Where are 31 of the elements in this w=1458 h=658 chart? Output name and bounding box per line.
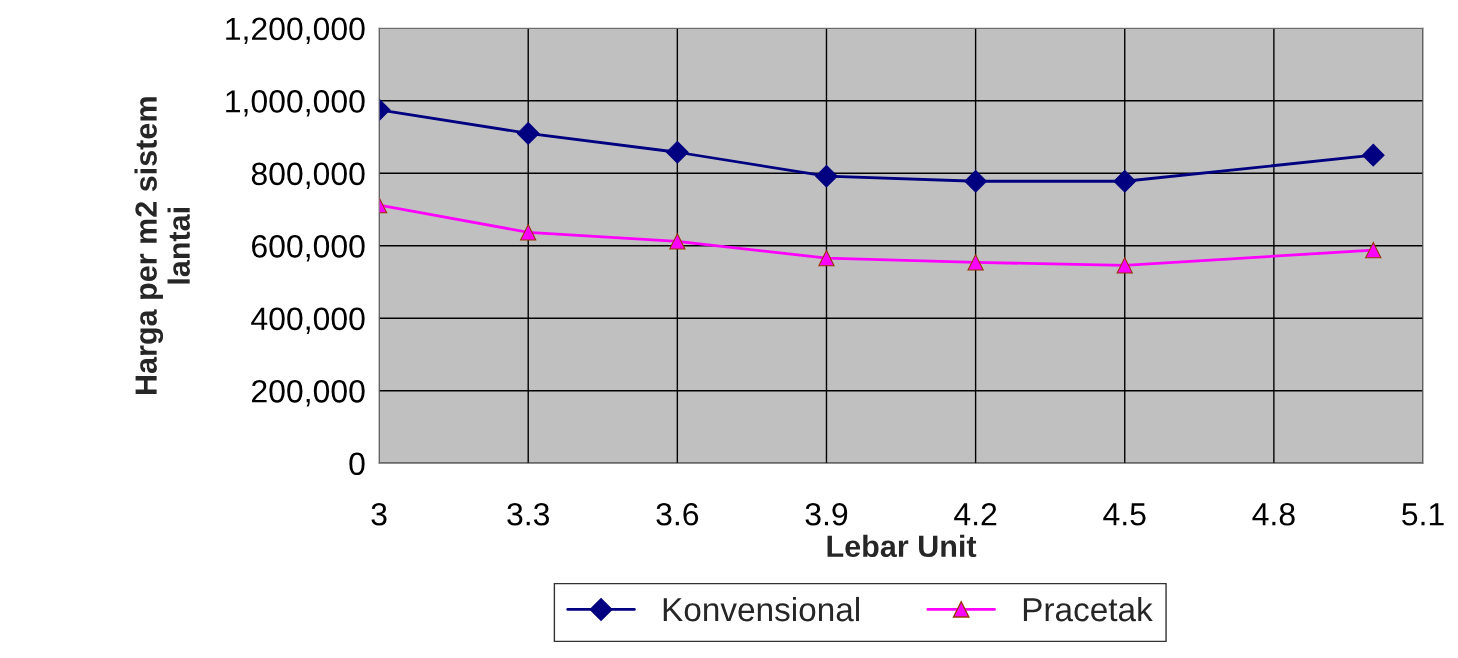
point: [967, 254, 984, 271]
x-tick-label: 4.5: [1103, 503, 1146, 526]
y-tick-label: 1,000,000: [226, 90, 365, 117]
legend-label: Konvensional: [663, 596, 859, 622]
y-tick-label: 1,200,000: [226, 17, 365, 44]
y-tick-label: 200,000: [252, 380, 365, 407]
point: [964, 169, 987, 193]
legend-label: Pracetak: [1023, 596, 1153, 622]
point: [1116, 257, 1133, 274]
y-tick-label: 600,000: [252, 235, 365, 262]
y-axis-title: Harga per m2 sistem lantai: [134, 97, 190, 395]
y-tick-label: 400,000: [251, 307, 365, 334]
point: [815, 164, 838, 188]
point: [516, 122, 540, 145]
point: [1365, 241, 1382, 259]
x-tick-label: 3.9: [805, 502, 848, 526]
y-tick-label: 800,000: [251, 162, 365, 189]
x-axis-title: Lebar Unit: [827, 534, 977, 558]
point: [669, 233, 686, 250]
y-tick-label: 0: [349, 452, 365, 476]
x-tick-label: 3: [371, 502, 387, 526]
point: [520, 224, 537, 241]
x-tick-label: 5.1: [1402, 503, 1444, 526]
point: [1113, 169, 1137, 193]
x-tick-label: 4.2: [954, 502, 997, 526]
point: [666, 140, 689, 164]
x-tick-label: 3.6: [656, 502, 699, 526]
point: [1361, 143, 1385, 167]
x-tick-label: 4.8: [1252, 502, 1295, 526]
x-tick-label: 3.3: [507, 502, 550, 526]
point: [818, 249, 835, 267]
